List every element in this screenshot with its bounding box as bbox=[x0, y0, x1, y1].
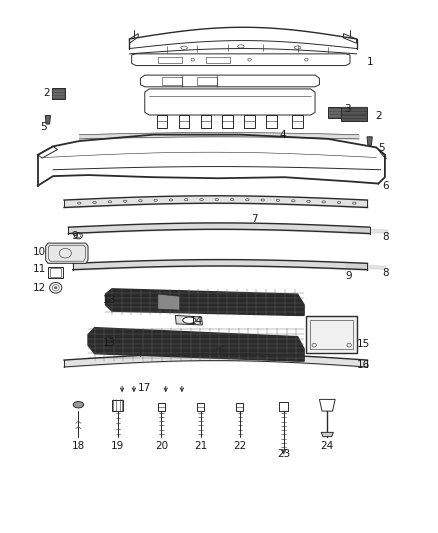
Bar bbox=[197, 77, 217, 85]
Text: 13: 13 bbox=[102, 338, 116, 348]
Polygon shape bbox=[46, 243, 88, 263]
Text: 19: 19 bbox=[111, 441, 124, 451]
Text: 20: 20 bbox=[155, 441, 168, 451]
Polygon shape bbox=[175, 316, 202, 325]
Polygon shape bbox=[52, 88, 65, 99]
Text: 17: 17 bbox=[138, 383, 152, 393]
Text: 18: 18 bbox=[72, 441, 85, 451]
Text: 1: 1 bbox=[366, 57, 373, 67]
Polygon shape bbox=[328, 107, 341, 118]
Text: 16: 16 bbox=[357, 360, 370, 370]
Bar bbox=[197, 402, 204, 411]
Text: 9: 9 bbox=[346, 271, 353, 280]
Polygon shape bbox=[321, 432, 333, 437]
Polygon shape bbox=[106, 289, 304, 316]
Text: 10: 10 bbox=[32, 247, 46, 257]
Bar bbox=[306, 317, 357, 353]
Text: 11: 11 bbox=[32, 264, 46, 274]
Polygon shape bbox=[88, 328, 304, 361]
Bar bbox=[237, 402, 244, 411]
Text: 9: 9 bbox=[71, 231, 78, 241]
Text: 4: 4 bbox=[279, 130, 286, 140]
Polygon shape bbox=[341, 107, 367, 121]
Bar bbox=[158, 402, 165, 411]
Polygon shape bbox=[367, 137, 372, 146]
Text: 23: 23 bbox=[277, 449, 290, 458]
Ellipse shape bbox=[54, 287, 57, 289]
Text: 5: 5 bbox=[378, 143, 385, 154]
Text: 8: 8 bbox=[382, 232, 389, 243]
Text: 2: 2 bbox=[43, 88, 50, 98]
Bar bbox=[310, 320, 353, 350]
Ellipse shape bbox=[183, 317, 196, 324]
Text: 3: 3 bbox=[345, 103, 351, 114]
Polygon shape bbox=[282, 450, 286, 454]
Ellipse shape bbox=[73, 401, 84, 408]
Text: 15: 15 bbox=[357, 338, 370, 349]
Bar bbox=[206, 57, 230, 63]
Bar bbox=[279, 401, 288, 411]
Bar bbox=[158, 57, 182, 63]
Text: 14: 14 bbox=[190, 316, 203, 326]
Bar bbox=[113, 400, 123, 411]
Text: 2: 2 bbox=[375, 110, 381, 120]
Bar bbox=[162, 77, 182, 85]
Text: 7: 7 bbox=[251, 214, 258, 224]
Text: 21: 21 bbox=[194, 441, 207, 451]
Text: 12: 12 bbox=[32, 283, 46, 293]
Text: 6: 6 bbox=[382, 181, 389, 191]
Polygon shape bbox=[158, 294, 180, 310]
Text: 8: 8 bbox=[382, 269, 389, 278]
Polygon shape bbox=[45, 116, 50, 124]
Text: 24: 24 bbox=[321, 441, 334, 451]
Text: 5: 5 bbox=[40, 122, 47, 132]
Text: 22: 22 bbox=[233, 441, 247, 451]
Text: 13: 13 bbox=[102, 295, 116, 305]
